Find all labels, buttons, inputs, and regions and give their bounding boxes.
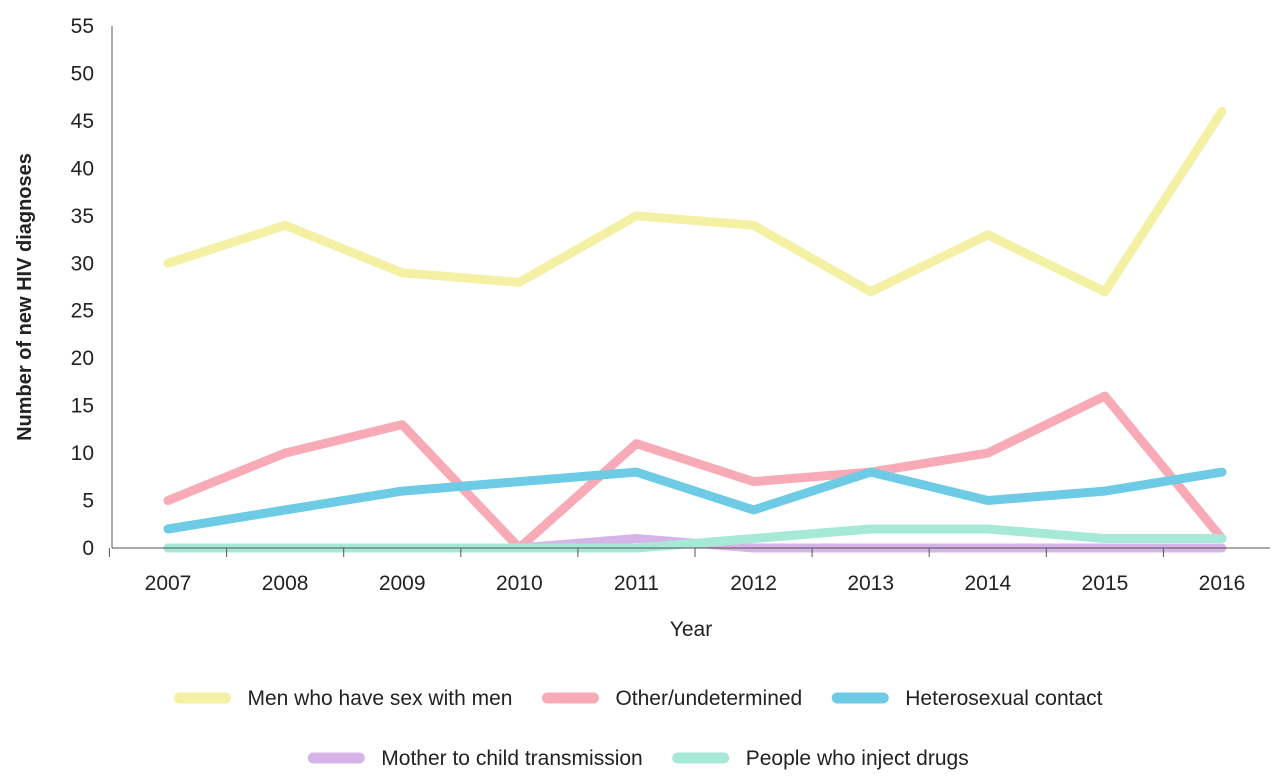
y-tick-label: 5 [82,490,94,513]
y-tick-label: 40 [71,157,94,180]
y-tick-label: 35 [71,205,94,228]
x-tick-label: 2012 [730,572,777,595]
y-tick-label: 25 [71,300,94,323]
y-tick-label: 30 [71,252,94,275]
y-tick-label: 15 [71,395,94,418]
tick-labels: 0 5 10 15 20 25 30 35 40 45 50 55 2007 2008 2009 2010 20… [71,15,1246,595]
x-axis-title: Year [670,618,712,641]
series-line-3 [168,472,1222,529]
legend-label-1: Men who have sex with men [247,687,512,710]
series-line-2 [168,396,1222,548]
legend-label-2: Other/undetermined [615,687,802,710]
y-tick-label: 0 [82,537,94,560]
legend-label-3: Heterosexual contact [905,687,1102,710]
x-tick-label: 2016 [1199,572,1246,595]
legend-label-4: Mother to child transmission [381,747,642,770]
x-tick-label: 2011 [614,572,659,595]
x-tick-label: 2014 [964,572,1011,595]
legend-label-5: People who inject drugs [746,747,969,770]
y-tick-label: 55 [71,15,94,38]
x-tick-label: 2010 [496,572,543,595]
x-tick-label: 2009 [379,572,426,595]
y-tick-label: 10 [71,442,94,465]
y-tick-label: 50 [71,63,94,86]
x-tick-label: 2007 [145,572,192,595]
y-tick-label: 20 [71,347,94,370]
legend: Men who have sex with men Other/undetermi… [179,687,1102,770]
x-tick-label: 2008 [262,572,309,595]
y-axis-title: Number of new HIV diagnoses [14,153,36,441]
series-lines [168,111,1222,548]
x-tick-label: 2015 [1082,572,1129,595]
x-tick-label: 2013 [847,572,894,595]
series-line-1 [168,111,1222,291]
y-tick-label: 45 [71,110,94,133]
